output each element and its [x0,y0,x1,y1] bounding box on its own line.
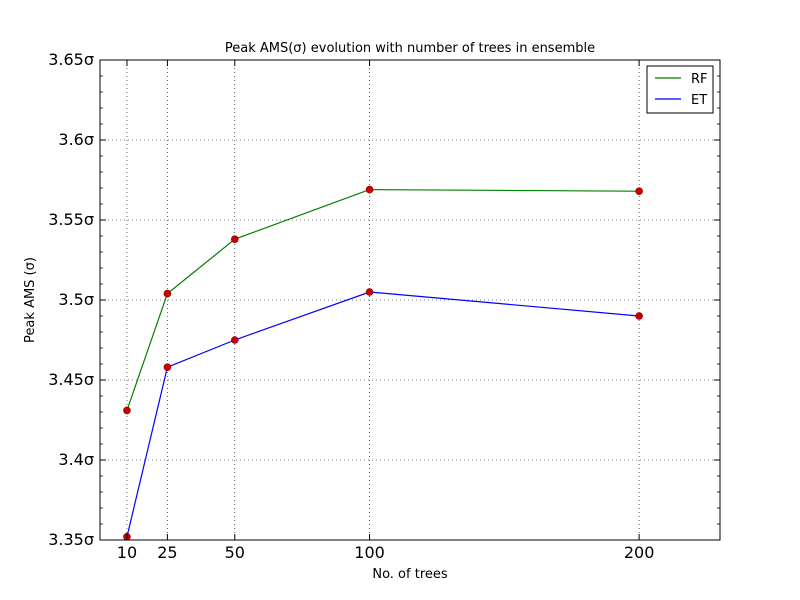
series-line-rf [126,188,640,411]
x-tick-label: 200 [624,543,655,562]
data-point-rf [230,235,239,243]
y-tick-label: 3.65σ [48,50,94,69]
data-point-rf [123,406,131,415]
grid [100,59,720,541]
legend-label-rf: RF [691,72,708,87]
legend-label-et: ET [691,93,707,108]
y-tick-label: 3.5σ [58,290,94,309]
x-tick-label: 100 [354,543,385,562]
data-point-et [365,288,374,296]
y-tick-label: 3.6σ [58,130,94,149]
data-point-et [230,336,239,344]
series-layer [123,185,643,541]
legend-box [646,65,714,114]
data-point-rf [163,289,172,298]
data-point-et [635,312,643,320]
chart-title: Peak AMS(σ) evolution with number of tre… [225,41,595,56]
y-tick-label: 3.4σ [58,450,94,469]
data-point-rf [635,187,643,195]
y-tick-label: 3.35σ [48,530,94,549]
data-point-rf [365,185,374,194]
ticks: 10 25 50 100 200 3.35σ 3.4σ 3.45σ 3.5σ 3.55σ 3.6σ 3… [48,50,720,562]
legend: RF ET [646,65,714,114]
y-tick-label: 3.45σ [48,370,94,389]
x-axis-label: No. of trees [372,567,448,582]
series-line-et [126,291,640,537]
x-tick-label: 50 [225,543,245,562]
y-axis-label: Peak AMS (σ) [23,257,38,343]
x-tick-label: 25 [157,543,177,562]
x-tick-label: 10 [117,543,137,562]
y-tick-label: 3.55σ [48,210,94,229]
data-point-et [163,363,172,372]
